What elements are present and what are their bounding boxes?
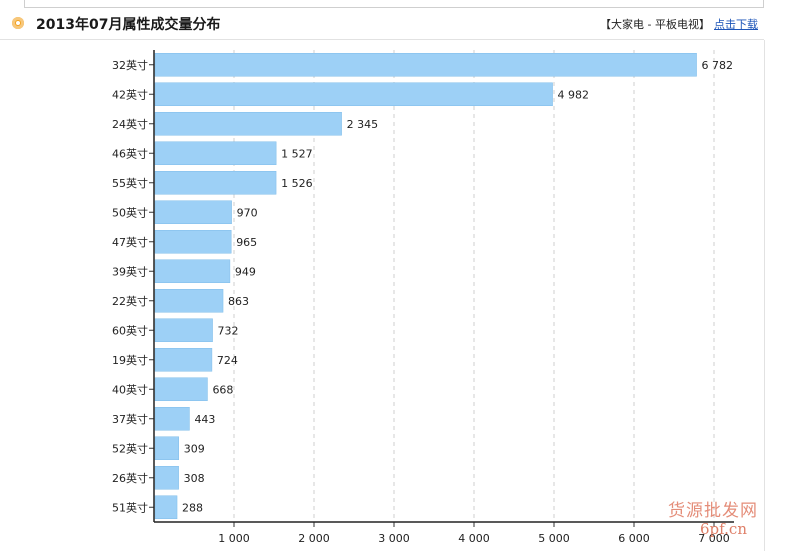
- page-title: 2013年07月属性成交量分布: [36, 17, 221, 33]
- category-label: 39英寸: [112, 264, 148, 278]
- value-label: 1 526: [281, 177, 313, 190]
- watermark-text: 货源批发网: [668, 501, 758, 521]
- bar: [154, 466, 179, 490]
- value-label: 949: [235, 265, 256, 278]
- chart-header: 2013年07月属性成交量分布 【大家电 - 平板电视】 点击下载: [0, 9, 764, 40]
- bar: [154, 171, 277, 195]
- category-label: 50英寸: [112, 205, 148, 219]
- category-label: 60英寸: [112, 323, 148, 337]
- x-tick-label: 1 000: [218, 532, 250, 545]
- category-label: 19英寸: [112, 353, 148, 367]
- value-label: 732: [218, 324, 239, 337]
- bar: [154, 82, 553, 106]
- category-label: 46英寸: [112, 146, 148, 160]
- category-breadcrumb: 【大家电 - 平板电视】: [600, 18, 710, 31]
- x-tick-label: 4 000: [458, 532, 490, 545]
- value-label: 6 782: [702, 59, 734, 72]
- top-panel-frame: [24, 0, 764, 8]
- value-label: 308: [184, 472, 205, 485]
- bar: [154, 377, 208, 401]
- value-label: 724: [217, 354, 238, 367]
- category-label: 26英寸: [112, 471, 148, 485]
- x-tick-label: 2 000: [298, 532, 330, 545]
- bar: [154, 348, 213, 372]
- category-label: 22英寸: [112, 294, 148, 308]
- category-label: 42英寸: [112, 87, 148, 101]
- bar: [154, 53, 697, 77]
- bar: [154, 436, 179, 460]
- x-tick-label: 5 000: [538, 532, 570, 545]
- bar: [154, 289, 224, 313]
- value-label: 309: [184, 442, 205, 455]
- value-label: 965: [236, 236, 257, 249]
- value-label: 2 345: [347, 118, 379, 131]
- category-label: 55英寸: [112, 176, 148, 190]
- category-label: 51英寸: [112, 500, 148, 514]
- bar: [154, 200, 232, 224]
- value-label: 668: [212, 383, 233, 396]
- bar: [154, 407, 190, 431]
- category-label: 47英寸: [112, 235, 148, 249]
- bar-chart: 1 000 2 000 3 000 4 000 5 000 6 000 7 000 32英寸 6…: [112, 50, 734, 545]
- value-label: 970: [237, 206, 258, 219]
- download-link[interactable]: 点击下载: [714, 18, 758, 31]
- chart-frame: [0, 40, 765, 551]
- value-label: 1 527: [281, 147, 313, 160]
- bar: [154, 230, 232, 254]
- x-tick-label: 7 000: [698, 532, 730, 545]
- category-label: 40英寸: [112, 382, 148, 396]
- bullet-icon: [12, 17, 24, 29]
- value-label: 863: [228, 295, 249, 308]
- x-tick-label: 6 000: [618, 532, 650, 545]
- category-label: 52英寸: [112, 441, 148, 455]
- value-label: 4 982: [558, 88, 590, 101]
- category-label: 24英寸: [112, 117, 148, 131]
- bar: [154, 318, 213, 342]
- watermark-url: 6pf.cn: [700, 520, 747, 538]
- category-label: 32英寸: [112, 58, 148, 72]
- value-label: 288: [182, 501, 203, 514]
- bar: [154, 259, 231, 283]
- x-tick-label: 3 000: [378, 532, 410, 545]
- category-label: 37英寸: [112, 412, 148, 426]
- bar: [154, 141, 277, 165]
- breadcrumb: 【大家电 - 平板电视】 点击下载: [600, 16, 758, 32]
- bar: [154, 495, 178, 519]
- bar: [154, 112, 342, 136]
- value-label: 443: [194, 413, 215, 426]
